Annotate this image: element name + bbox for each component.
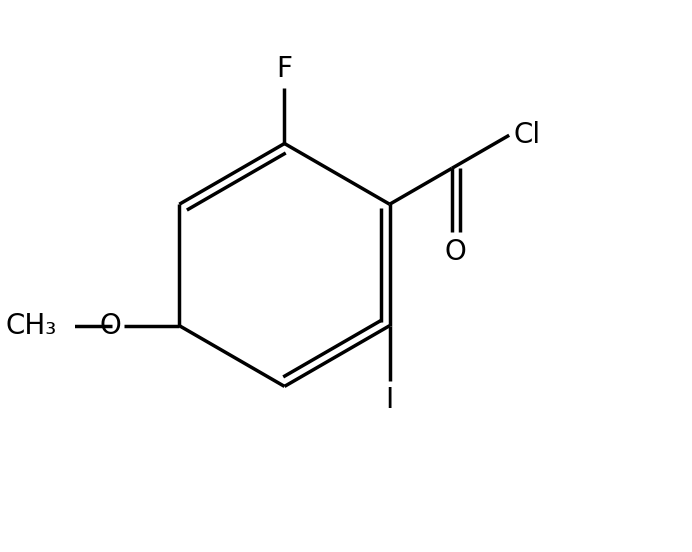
Text: F: F (277, 55, 293, 83)
Text: I: I (385, 386, 394, 415)
Text: O: O (445, 238, 466, 267)
Text: CH₃: CH₃ (6, 312, 57, 339)
Text: Cl: Cl (513, 121, 540, 149)
Text: O: O (100, 312, 121, 339)
